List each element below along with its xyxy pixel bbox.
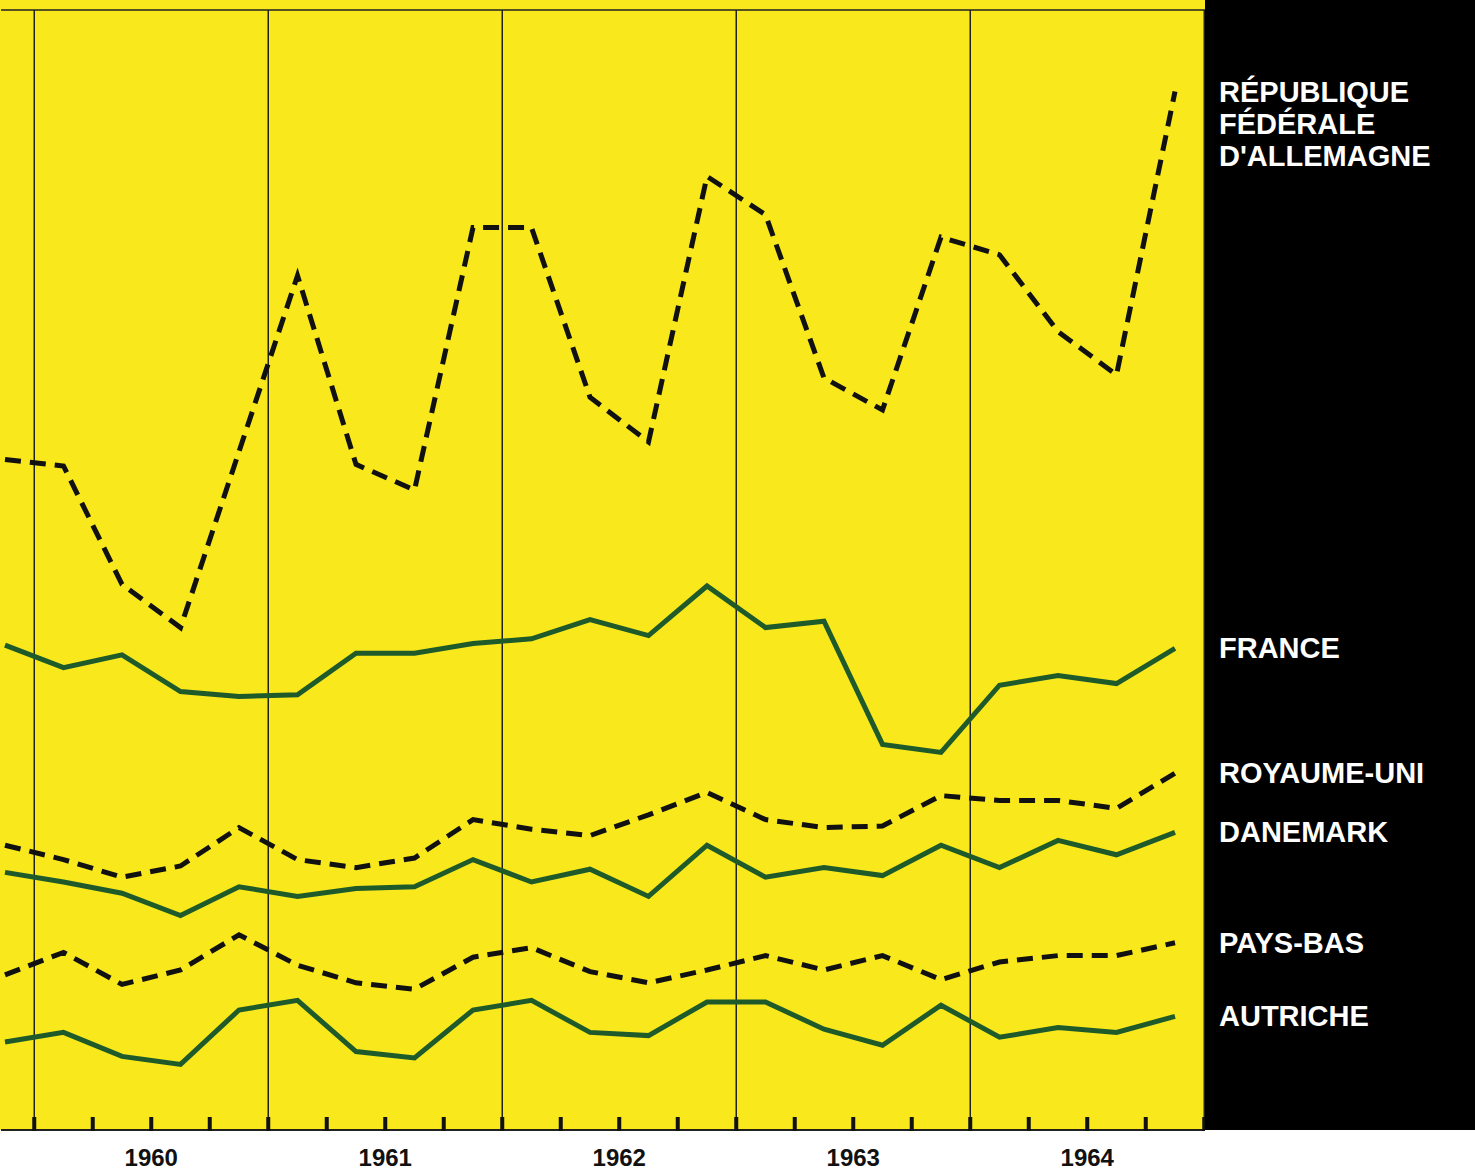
html-text:DANEMARK: DANEMARK (1219, 816, 1389, 849)
svg-text:1964: 1964 (1061, 1144, 1115, 1171)
html-text:RÉPUBLIQUE FÉDÉRALE D'ALLEMAGN: RÉPUBLIQUE FÉDÉRALE D'ALLEMAGNE (1219, 75, 1431, 172)
html-text:ROYAUME-UNI: ROYAUME-UNI (1219, 757, 1425, 790)
svg-text:1960: 1960 (125, 1144, 178, 1171)
html-text:PAYS-BAS: PAYS-BAS (1219, 926, 1364, 959)
svg-text:1962: 1962 (593, 1144, 646, 1171)
svg-text:1963: 1963 (827, 1144, 880, 1171)
html-text:AUTRICHE: AUTRICHE (1219, 1000, 1369, 1033)
html-text:FRANCE: FRANCE (1219, 632, 1340, 665)
svg-text:1961: 1961 (359, 1144, 412, 1171)
